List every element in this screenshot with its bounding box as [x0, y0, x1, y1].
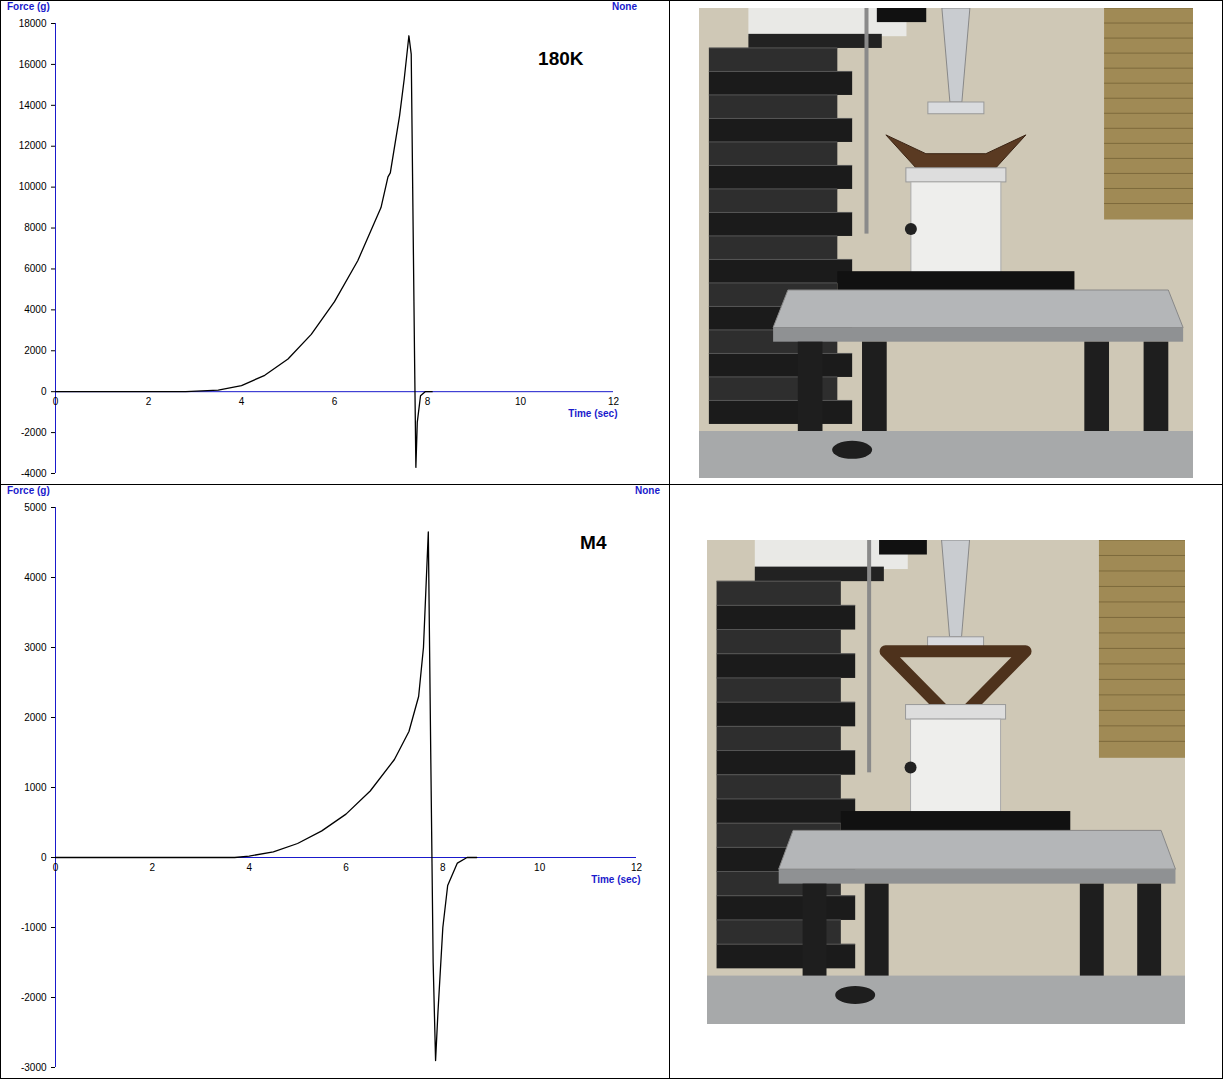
svg-text:5000: 5000: [24, 502, 47, 513]
svg-text:12: 12: [631, 862, 643, 873]
svg-text:12: 12: [608, 396, 620, 407]
svg-text:2000: 2000: [24, 345, 47, 356]
svg-text:-1000: -1000: [21, 922, 47, 933]
svg-text:2: 2: [150, 862, 156, 873]
svg-text:8: 8: [440, 862, 446, 873]
svg-text:16000: 16000: [19, 59, 47, 70]
svg-text:-2000: -2000: [21, 427, 47, 438]
svg-text:2000: 2000: [24, 712, 47, 723]
html-text:None: None: [635, 485, 660, 496]
svg-text:3000: 3000: [24, 642, 47, 653]
svg-text:0: 0: [41, 386, 47, 397]
svg-text:12000: 12000: [19, 140, 47, 151]
svg-text:Time (sec): Time (sec): [568, 408, 617, 419]
svg-text:14000: 14000: [19, 100, 47, 111]
svg-text:0: 0: [41, 852, 47, 863]
svg-text:10: 10: [515, 396, 527, 407]
html-text:Force (g): Force (g): [7, 1, 50, 12]
svg-text:4000: 4000: [24, 304, 47, 315]
svg-text:180K: 180K: [538, 48, 584, 69]
svg-text:0: 0: [53, 396, 59, 407]
svg-text:Time (sec): Time (sec): [591, 874, 640, 885]
svg-text:4: 4: [239, 396, 245, 407]
svg-text:10: 10: [534, 862, 546, 873]
svg-text:6: 6: [332, 396, 338, 407]
svg-text:4: 4: [246, 862, 252, 873]
svg-text:0: 0: [53, 862, 59, 873]
svg-text:8000: 8000: [24, 222, 47, 233]
svg-text:6000: 6000: [24, 263, 47, 274]
html-text:Force (g): Force (g): [7, 485, 50, 496]
svg-text:M4: M4: [580, 532, 607, 553]
html-text:None: None: [612, 1, 637, 12]
svg-text:-2000: -2000: [21, 992, 47, 1003]
svg-text:8: 8: [425, 396, 431, 407]
svg-text:1000: 1000: [24, 782, 47, 793]
svg-text:10000: 10000: [19, 181, 47, 192]
svg-text:-4000: -4000: [21, 468, 47, 479]
svg-text:4000: 4000: [24, 572, 47, 583]
svg-text:2: 2: [146, 396, 152, 407]
svg-text:-3000: -3000: [21, 1062, 47, 1073]
svg-text:6: 6: [343, 862, 349, 873]
svg-text:18000: 18000: [19, 18, 47, 29]
